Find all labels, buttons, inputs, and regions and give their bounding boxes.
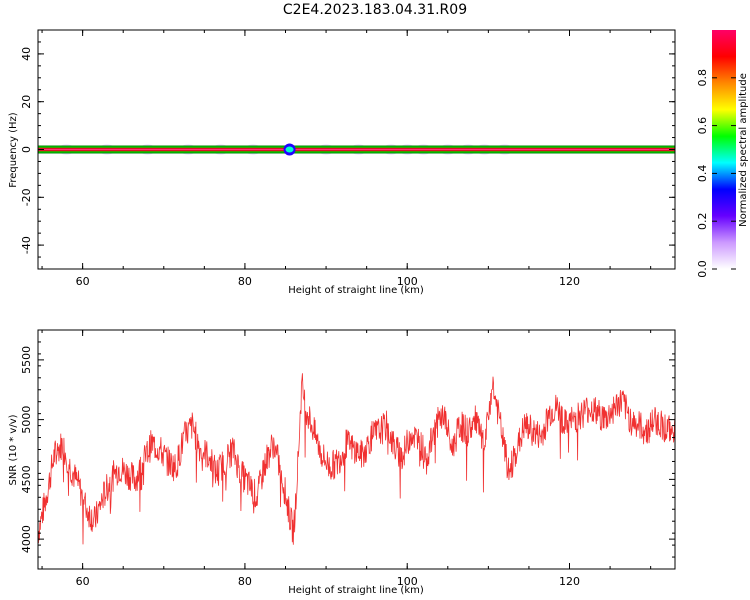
colorbar-tick-label: 0.8 xyxy=(696,69,709,87)
snr-y-tick-label: 4000 xyxy=(20,525,33,553)
spectrogram-y-tick-label: 0 xyxy=(20,146,33,153)
snr-y-ticks: 4000 4500 5000 5500 xyxy=(20,329,675,570)
spectrogram-x-label: Height of straight line (km) xyxy=(288,285,424,296)
colorbar-tick-label: 0.0 xyxy=(696,260,709,278)
spectrogram-y-tick-label: 40 xyxy=(20,47,33,61)
spectrogram-x-tick-label: 60 xyxy=(76,275,90,288)
spectral-band xyxy=(38,143,675,156)
snr-x-label: Height of straight line (km) xyxy=(288,585,424,596)
snr-y-tick-label: 4500 xyxy=(20,465,33,493)
colorbar-ticks: 0.0 0.2 0.4 0.6 0.8 xyxy=(696,69,736,278)
spectrogram-x-tick-label: 80 xyxy=(238,275,252,288)
spectrogram-y-tick-label: -40 xyxy=(20,236,33,254)
spectrogram-panel: 60 80 100 120 40 20 0 -20 -40 Height of straigh… xyxy=(8,29,676,296)
spectrogram-x-tick-label: 100 xyxy=(397,275,418,288)
spectrogram-y-ticks: 40 20 0 -20 -40 xyxy=(20,29,675,270)
snr-x-ticks: 60 80 100 120 xyxy=(41,330,652,588)
band-core xyxy=(38,148,675,151)
colorbar-label: Normalized spectral amplitude xyxy=(738,73,749,227)
colorbar: 0.0 0.2 0.4 0.6 0.8 Normalized spectral ampl… xyxy=(696,30,749,278)
snr-y-label: SNR (10 * v/v) xyxy=(8,414,19,485)
snr-panel: 60 80 100 120 4000 4500 5000 5500 Height of st… xyxy=(8,329,676,596)
snr-series xyxy=(37,373,676,545)
snr-x-tick-label: 100 xyxy=(397,575,418,588)
spectrogram-x-tick-label: 120 xyxy=(559,275,580,288)
colorbar-tick-label: 0.4 xyxy=(696,165,709,183)
snr-x-tick-label: 60 xyxy=(76,575,90,588)
colorbar-tick-label: 0.6 xyxy=(696,117,709,135)
snr-y-tick-label: 5500 xyxy=(20,346,33,374)
snr-x-tick-label: 80 xyxy=(238,575,252,588)
spectrogram-y-label: Frequency (Hz) xyxy=(8,112,19,188)
chart-title: C2E4.2023.183.04.31.R09 xyxy=(282,2,468,18)
snr-line xyxy=(37,373,676,545)
spectral-hotspot-inner xyxy=(285,146,294,153)
snr-x-tick-label: 120 xyxy=(559,575,580,588)
spectrogram-y-tick-label: 20 xyxy=(20,95,33,109)
colorbar-tick-label: 0.2 xyxy=(696,212,709,230)
colorbar-scale xyxy=(712,30,736,269)
spectrogram-x-ticks: 60 80 100 120 xyxy=(41,30,652,288)
spectrogram-y-tick-label: -20 xyxy=(20,188,33,206)
snr-y-tick-label: 5000 xyxy=(20,406,33,434)
